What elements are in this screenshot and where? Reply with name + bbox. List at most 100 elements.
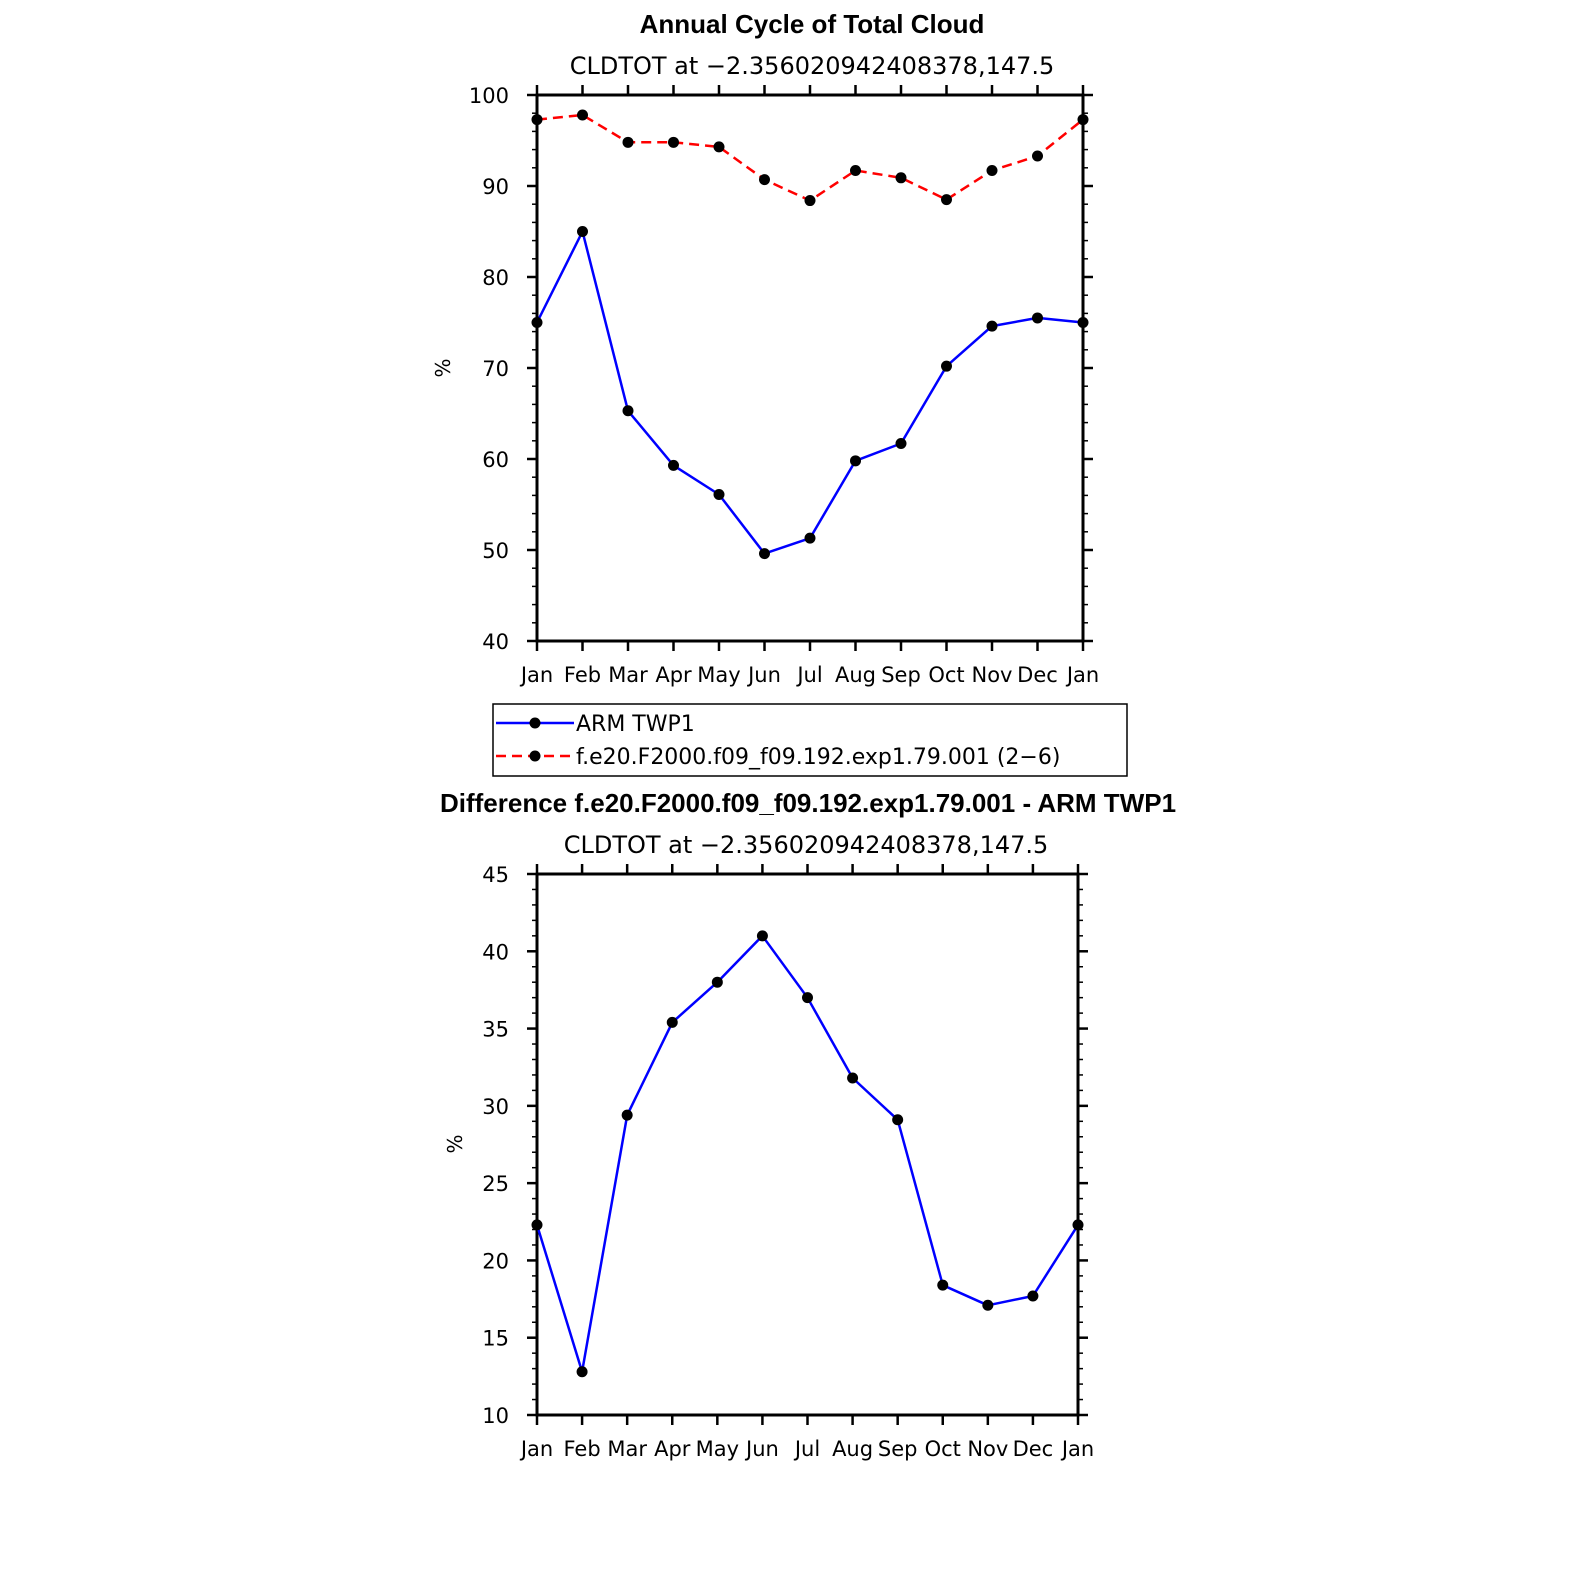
panel2-series-0-point — [802, 992, 813, 1004]
panel1-series — [531, 109, 1089, 560]
panel1-series-1-point — [986, 165, 998, 177]
panel1-ytick-label: 90 — [482, 175, 509, 199]
panel2-xtick-label: Mar — [607, 1437, 647, 1461]
panel1-series-0-point — [986, 320, 998, 332]
panel1-series-line-0 — [535, 230, 1084, 555]
legend-label-arm: ARM TWP1 — [576, 712, 695, 737]
panel1-xtick-label: Mar — [608, 663, 648, 687]
panel1-xtick-label: May — [697, 663, 740, 687]
panel1-ytick-label: 60 — [482, 448, 509, 472]
panel1-xtick-label: Nov — [972, 663, 1013, 687]
panel2-series-0-point — [711, 976, 723, 988]
legend: ARM TWP1 f.e20.F2000.f09_f09.192.exp1.79… — [492, 703, 1128, 777]
panel2-xtick-label: Jul — [793, 1437, 820, 1461]
panel2-xtick-label: Apr — [654, 1437, 691, 1461]
panel2-series-0-point — [666, 1016, 678, 1028]
panel1-xtick-label: Sep — [881, 663, 921, 687]
panel2-xtick-label: Sep — [878, 1437, 918, 1461]
panel1-series-0-point — [759, 548, 770, 560]
panel2-ytick-label: 35 — [482, 1018, 509, 1042]
panel2-subtitle: CLDTOT at −2.356020942408378,147.5 — [564, 831, 1049, 859]
panel-annual-cycle: Annual Cycle of Total Cloud CLDTOT at −2… — [431, 9, 1099, 687]
panel2-xtick-label: Dec — [1013, 1437, 1054, 1461]
panel1-xtick-label: Apr — [655, 663, 692, 687]
panel1-xtick-label: Jul — [795, 663, 822, 687]
panel1-ytick-label: 100 — [469, 84, 509, 108]
panel2-ytick-label: 20 — [482, 1249, 509, 1273]
panel1-series-1-point — [759, 174, 770, 186]
panel1-series-0-point — [1077, 317, 1089, 328]
panel1-series-1-point — [577, 109, 588, 121]
panel2-series-0-point — [1072, 1219, 1084, 1231]
panel2-series-0-point — [1027, 1290, 1039, 1302]
panel2-xtick-label: Feb — [563, 1437, 600, 1461]
panel2-ytick-label: 15 — [482, 1327, 509, 1351]
panel1-series-1-point — [850, 165, 861, 177]
panel2-xtick-label: Jan — [1060, 1437, 1094, 1461]
panel1-ytick-label: 70 — [482, 357, 509, 381]
panel2-ylabel: % — [443, 1134, 467, 1153]
panel2-series-0-point — [847, 1072, 859, 1084]
panel1-plot-frame — [535, 93, 1085, 643]
panel1-series-0-point — [713, 488, 725, 500]
panel1-series-0-point — [622, 405, 634, 417]
panel2-series-0-point — [531, 1219, 543, 1231]
panel1-series-1-point — [531, 114, 543, 126]
panel2-series-0-point — [892, 1114, 904, 1126]
panel1-series-1-point — [622, 136, 634, 148]
panel1-xtick-label: Jan — [519, 663, 553, 687]
panel1-xtick-label: Dec — [1017, 663, 1058, 687]
panel2-ytick-label: 40 — [482, 940, 509, 964]
panel2-plot-frame — [535, 872, 1080, 1417]
panel1-series-1-point — [1077, 114, 1089, 126]
panel1-series-0-point — [1032, 312, 1043, 324]
panel1-ylabel: % — [431, 358, 455, 377]
legend-entry-arm: ARM TWP1 — [496, 712, 695, 737]
panel2-ytick-label: 30 — [482, 1095, 509, 1119]
panel1-ytick-label: 80 — [482, 266, 509, 290]
panel2-title: Difference f.e20.F2000.f09_f09.192.exp1.… — [440, 788, 1176, 818]
panel1-ytick-label: 50 — [482, 539, 509, 563]
legend-entry-model: f.e20.F2000.f09_f09.192.exp1.79.001 (2−6… — [496, 745, 1060, 770]
panel2-series-0-point — [576, 1366, 588, 1378]
panel1-title: Annual Cycle of Total Cloud — [640, 9, 985, 39]
panel2-xtick-label: Jan — [519, 1437, 553, 1461]
panel2-x-ticks: Jan Feb Mar Apr May Jun Jul Aug Sep Oct Nov Dec Jan — [519, 864, 1094, 1461]
panel1-subtitle: CLDTOT at −2.356020942408378,147.5 — [570, 52, 1055, 80]
panel1-series-1-point — [668, 136, 679, 148]
legend-marker-model — [529, 750, 541, 762]
panel1-series-0-point — [668, 459, 679, 471]
panel1-xtick-label: Jan — [1065, 663, 1099, 687]
legend-label-model: f.e20.F2000.f09_f09.192.exp1.79.001 (2−6… — [576, 745, 1060, 770]
panel2-ytick-label: 45 — [482, 863, 509, 887]
panel2-xtick-label: Jun — [744, 1437, 779, 1461]
panel1-series-0-point — [941, 360, 952, 372]
panel1-series-0-point — [531, 317, 543, 328]
panel1-xtick-label: Jun — [746, 663, 781, 687]
panel1-xtick-label: Oct — [928, 663, 964, 687]
panel2-y-ticks: 10 15 20 25 30 35 40 45 — [482, 863, 1088, 1428]
panel1-y-ticks: 40 50 60 70 80 90 100 — [469, 84, 1093, 654]
panel2-series-0-point — [756, 930, 768, 942]
panel1-series-0-point — [895, 438, 907, 450]
panel1-xtick-label: Aug — [835, 663, 876, 687]
panel1-ytick-label: 40 — [482, 630, 509, 654]
panel1-series-1-point — [713, 141, 725, 153]
panel1-series-1-point — [804, 195, 816, 207]
panel2-xtick-label: Aug — [832, 1437, 873, 1461]
panel2-series-0-point — [982, 1299, 994, 1311]
panel1-series-0-point — [577, 226, 588, 237]
panel2-series-0-point — [621, 1109, 633, 1121]
panel1-x-ticks: Jan Feb Mar Apr May Jun Jul Aug Sep Oct Nov Dec Jan — [519, 85, 1099, 687]
panel2-series-0-point — [937, 1279, 949, 1291]
panel2-xtick-label: May — [696, 1437, 739, 1461]
panel2-series — [531, 930, 1084, 1378]
panel2-ytick-label: 25 — [482, 1172, 509, 1196]
panel2-xtick-label: Oct — [925, 1437, 961, 1461]
legend-box — [492, 703, 1128, 777]
panel2-xtick-label: Nov — [967, 1437, 1008, 1461]
panel-difference: Difference f.e20.F2000.f09_f09.192.exp1.… — [440, 788, 1176, 1461]
panel1-series-0-point — [804, 532, 816, 544]
panel2-ytick-label: 10 — [482, 1404, 509, 1428]
